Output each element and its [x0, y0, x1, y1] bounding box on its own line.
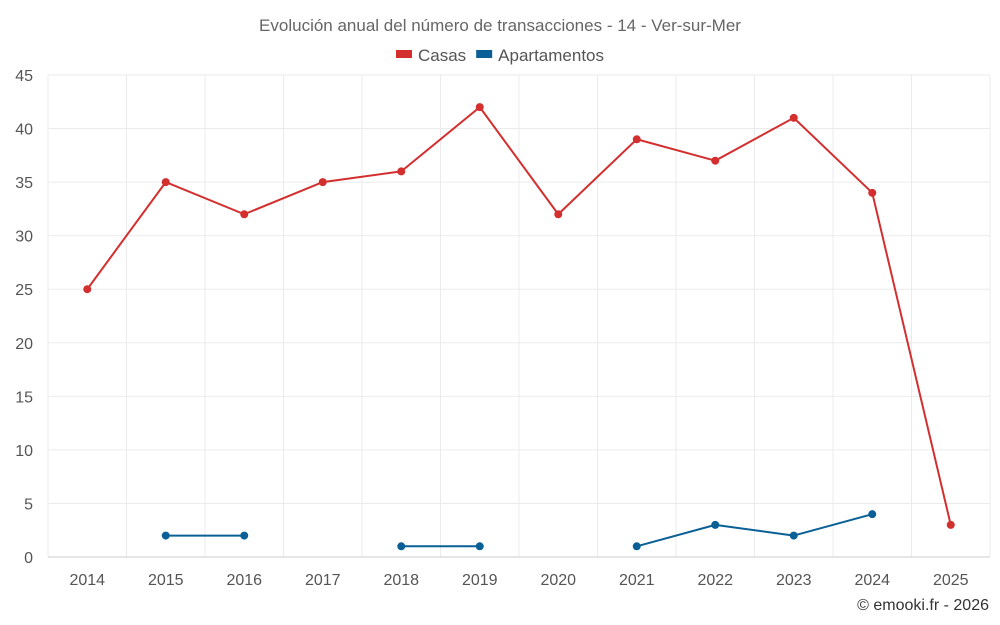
y-tick-label: 30 — [15, 229, 33, 246]
y-tick-label: 10 — [15, 443, 33, 460]
series-line-apartamentos — [714, 523, 795, 537]
y-tick-label: 35 — [15, 175, 33, 192]
data-point-apartamentos[interactable] — [632, 542, 641, 551]
data-point-casas[interactable] — [554, 210, 563, 219]
y-tick-label: 45 — [15, 68, 33, 85]
series-line-casas — [635, 138, 717, 162]
series-line-casas — [86, 181, 167, 291]
data-point-casas[interactable] — [240, 210, 249, 219]
x-tick-label: 2020 — [540, 572, 576, 589]
data-point-casas[interactable] — [475, 103, 484, 112]
series-line-casas — [871, 191, 952, 526]
series-line-casas — [164, 181, 246, 216]
data-point-casas[interactable] — [161, 178, 170, 187]
y-tick-label: 15 — [15, 389, 33, 406]
data-point-apartamentos[interactable] — [161, 531, 170, 540]
x-tick-label: 2017 — [305, 572, 341, 589]
data-point-casas[interactable] — [711, 156, 720, 165]
series-line-casas — [714, 116, 795, 162]
series-line-apartamentos — [792, 513, 874, 537]
series-line-casas — [321, 170, 403, 184]
y-tick-label: 5 — [24, 496, 33, 513]
data-point-casas[interactable] — [318, 178, 327, 187]
legend-item-casas[interactable]: Casas — [395, 46, 466, 65]
x-tick-label: 2025 — [933, 572, 969, 589]
x-tick-label: 2014 — [69, 572, 105, 589]
series-line-casas — [478, 106, 560, 216]
data-point-casas[interactable] — [632, 135, 641, 144]
data-point-apartamentos[interactable] — [240, 531, 249, 540]
series-line-casas — [557, 138, 638, 216]
legend-item-apartamentos[interactable]: Apartamentos — [476, 46, 604, 65]
data-point-casas[interactable] — [868, 188, 877, 197]
data-point-casas[interactable] — [83, 285, 92, 294]
y-tick-label: 20 — [15, 336, 33, 353]
data-point-casas[interactable] — [397, 167, 406, 176]
chart-title: Evolución anual del número de transaccio… — [259, 16, 741, 35]
y-tick-label: 0 — [24, 550, 33, 567]
series — [83, 103, 955, 551]
series-line-apartamentos — [635, 523, 717, 548]
legend-swatch-casas — [395, 50, 412, 58]
series-line-casas — [792, 116, 874, 194]
grid — [47, 74, 991, 557]
x-tick-label: 2023 — [776, 572, 812, 589]
x-tick-label: 2018 — [383, 572, 419, 589]
data-point-apartamentos[interactable] — [397, 542, 406, 551]
legend-label-casas: Casas — [418, 46, 466, 65]
x-tick-label: 2022 — [697, 572, 733, 589]
x-tick-label: 2016 — [226, 572, 262, 589]
x-tick-label: 2021 — [619, 572, 655, 589]
y-tick-label: 40 — [15, 122, 33, 139]
y-tick-label: 25 — [15, 282, 33, 299]
legend-label-apartamentos: Apartamentos — [498, 46, 604, 65]
x-tick-label: 2019 — [462, 572, 498, 589]
data-point-casas[interactable] — [789, 113, 798, 122]
data-point-apartamentos[interactable] — [711, 520, 720, 529]
series-line-casas — [243, 181, 324, 216]
series-line-casas — [400, 106, 481, 173]
credit-text: © emooki.fr - 2026 — [857, 597, 989, 614]
legend: Casas Apartamentos — [395, 46, 604, 65]
x-tick-label: 2015 — [148, 572, 184, 589]
data-point-casas[interactable] — [946, 520, 955, 529]
x-tick-label: 2024 — [854, 572, 890, 589]
legend-swatch-apartamentos — [476, 50, 493, 58]
data-point-apartamentos[interactable] — [789, 531, 798, 540]
data-point-apartamentos[interactable] — [868, 510, 877, 519]
data-point-apartamentos[interactable] — [475, 542, 484, 551]
